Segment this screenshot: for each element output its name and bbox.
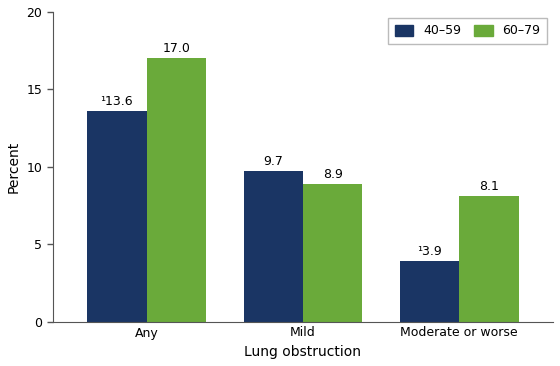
Text: 8.1: 8.1 (479, 180, 499, 193)
Text: ¹13.6: ¹13.6 (101, 95, 133, 108)
Bar (87, 111, 147, 322)
Text: 9.7: 9.7 (263, 155, 283, 168)
Bar (459, 196, 519, 322)
Legend: 40–59, 60–79: 40–59, 60–79 (388, 18, 547, 44)
X-axis label: Lung obstruction: Lung obstruction (244, 345, 361, 359)
Text: ¹3.9: ¹3.9 (417, 245, 442, 258)
Bar (303, 184, 362, 322)
Text: 8.9: 8.9 (323, 168, 343, 181)
Text: 17.0: 17.0 (162, 42, 190, 55)
Bar (400, 261, 459, 322)
Bar (147, 59, 206, 322)
Bar (244, 171, 303, 322)
Y-axis label: Percent: Percent (7, 141, 21, 193)
